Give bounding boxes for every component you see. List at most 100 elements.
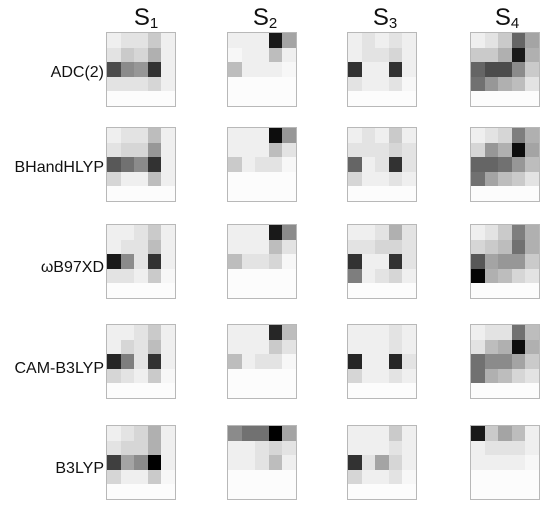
heatmap-cell bbox=[282, 225, 296, 240]
heatmap-panel bbox=[106, 127, 176, 202]
heatmap-cell bbox=[471, 283, 485, 298]
heatmap-cell bbox=[134, 254, 148, 269]
heatmap-cell bbox=[228, 47, 242, 63]
heatmap-cell bbox=[107, 283, 121, 298]
heatmap-cell bbox=[348, 268, 362, 284]
heatmap-cell bbox=[134, 62, 148, 77]
heatmap-cell bbox=[147, 368, 162, 384]
heatmap-cell bbox=[107, 47, 121, 63]
heatmap-cell bbox=[282, 283, 296, 298]
heatmap-cell bbox=[348, 225, 362, 240]
heatmap-cell bbox=[147, 455, 162, 470]
heatmap-cell bbox=[255, 484, 269, 499]
heatmap-cell bbox=[161, 128, 175, 143]
heatmap-cell bbox=[107, 225, 121, 240]
heatmap-cell bbox=[402, 91, 416, 106]
heatmap-cell bbox=[228, 283, 242, 298]
heatmap-cell bbox=[361, 157, 376, 172]
heatmap-cell bbox=[282, 62, 296, 77]
column-subscript: 1 bbox=[149, 15, 159, 32]
heatmap-cell bbox=[282, 455, 296, 470]
heatmap-cell bbox=[241, 128, 256, 143]
heatmap-cell bbox=[484, 142, 499, 158]
heatmap-cell bbox=[134, 484, 148, 499]
heatmap-cell bbox=[388, 440, 403, 456]
heatmap-cell bbox=[484, 225, 499, 240]
heatmap-cell bbox=[361, 225, 376, 240]
heatmap-cell bbox=[147, 268, 162, 284]
heatmap-cell bbox=[161, 469, 175, 485]
heatmap-cell bbox=[241, 268, 256, 284]
heatmap-cell bbox=[268, 383, 283, 398]
heatmap-cell bbox=[402, 186, 416, 201]
heatmap-cell bbox=[120, 440, 135, 456]
heatmap-cell bbox=[241, 91, 256, 106]
heatmap-cell bbox=[498, 455, 512, 470]
column-letter: S bbox=[494, 4, 511, 31]
heatmap-cell bbox=[134, 186, 148, 201]
heatmap-cell bbox=[282, 47, 296, 63]
heatmap-cell bbox=[134, 283, 148, 298]
heatmap-cell bbox=[511, 47, 526, 63]
heatmap-cell bbox=[375, 254, 389, 269]
heatmap-cell bbox=[471, 62, 485, 77]
heatmap-cell bbox=[361, 268, 376, 284]
heatmap-cell bbox=[375, 47, 389, 63]
heatmap-cell bbox=[282, 76, 296, 92]
heatmap-cell bbox=[228, 325, 242, 340]
heatmap-cell bbox=[348, 91, 362, 106]
heatmap-cell bbox=[484, 354, 499, 369]
heatmap-cell bbox=[388, 225, 403, 240]
heatmap-cell bbox=[134, 128, 148, 143]
heatmap-cell bbox=[255, 325, 269, 340]
heatmap-cell bbox=[107, 383, 121, 398]
heatmap-cell bbox=[228, 171, 242, 187]
heatmap-cell bbox=[525, 225, 539, 240]
heatmap-cell bbox=[471, 268, 485, 284]
heatmap-cell bbox=[107, 128, 121, 143]
heatmap-cell bbox=[498, 440, 512, 456]
heatmap-cell bbox=[228, 469, 242, 485]
heatmap-cell bbox=[525, 455, 539, 470]
heatmap-cell bbox=[107, 76, 121, 92]
heatmap-cell bbox=[120, 254, 135, 269]
heatmap-cell bbox=[525, 440, 539, 456]
heatmap-cell bbox=[241, 440, 256, 456]
heatmap-cell bbox=[375, 76, 389, 92]
heatmap-cell bbox=[471, 469, 485, 485]
heatmap-cell bbox=[388, 339, 403, 355]
heatmap-cell bbox=[241, 325, 256, 340]
heatmap-cell bbox=[484, 283, 499, 298]
heatmap-cell bbox=[511, 76, 526, 92]
heatmap-cell bbox=[511, 339, 526, 355]
heatmap-cell bbox=[282, 171, 296, 187]
heatmap-cell bbox=[388, 186, 403, 201]
heatmap-cell bbox=[255, 440, 269, 456]
heatmap-cell bbox=[241, 339, 256, 355]
heatmap-cell bbox=[402, 225, 416, 240]
heatmap-cell bbox=[388, 91, 403, 106]
heatmap-cell bbox=[348, 440, 362, 456]
heatmap-cell bbox=[471, 440, 485, 456]
heatmap-cell bbox=[375, 283, 389, 298]
heatmap-cell bbox=[282, 354, 296, 369]
heatmap-cell bbox=[120, 47, 135, 63]
heatmap-cell bbox=[147, 33, 162, 48]
heatmap-cell bbox=[471, 484, 485, 499]
heatmap-cell bbox=[498, 225, 512, 240]
heatmap-cell bbox=[282, 239, 296, 255]
heatmap-cell bbox=[361, 76, 376, 92]
heatmap-cell bbox=[471, 171, 485, 187]
heatmap-cell bbox=[511, 383, 526, 398]
heatmap-cell bbox=[348, 128, 362, 143]
heatmap-cell bbox=[375, 469, 389, 485]
heatmap-cell bbox=[348, 339, 362, 355]
heatmap-cell bbox=[471, 142, 485, 158]
heatmap-cell bbox=[147, 171, 162, 187]
heatmap-cell bbox=[348, 354, 362, 369]
heatmap-cell bbox=[402, 426, 416, 441]
heatmap-cell bbox=[361, 62, 376, 77]
heatmap-cell bbox=[241, 186, 256, 201]
heatmap-cell bbox=[348, 171, 362, 187]
heatmap-cell bbox=[268, 91, 283, 106]
